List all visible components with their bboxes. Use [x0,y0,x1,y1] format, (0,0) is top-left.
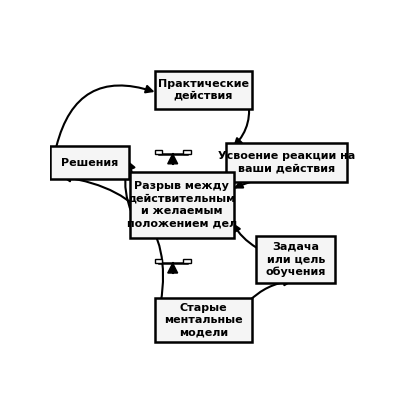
Text: Усвоение реакции на
ваши действия: Усвоение реакции на ваши действия [218,151,355,174]
FancyBboxPatch shape [155,150,162,154]
FancyBboxPatch shape [155,71,252,109]
FancyBboxPatch shape [130,172,233,238]
FancyBboxPatch shape [225,143,347,182]
Text: Решения: Решения [61,158,118,167]
FancyBboxPatch shape [155,259,162,263]
FancyBboxPatch shape [183,259,191,263]
FancyBboxPatch shape [50,147,129,178]
Text: Разрыв между
действительным
и желаемым
положением дел: Разрыв между действительным и желаемым п… [127,182,237,229]
Text: Старые
ментальные
модели: Старые ментальные модели [164,303,243,338]
FancyBboxPatch shape [183,150,191,154]
Text: Практические
действия: Практические действия [158,78,249,101]
Polygon shape [168,154,177,164]
FancyBboxPatch shape [256,236,335,283]
Text: Задача
или цель
обучения: Задача или цель обучения [266,242,326,277]
Polygon shape [168,263,177,273]
FancyBboxPatch shape [155,298,252,342]
